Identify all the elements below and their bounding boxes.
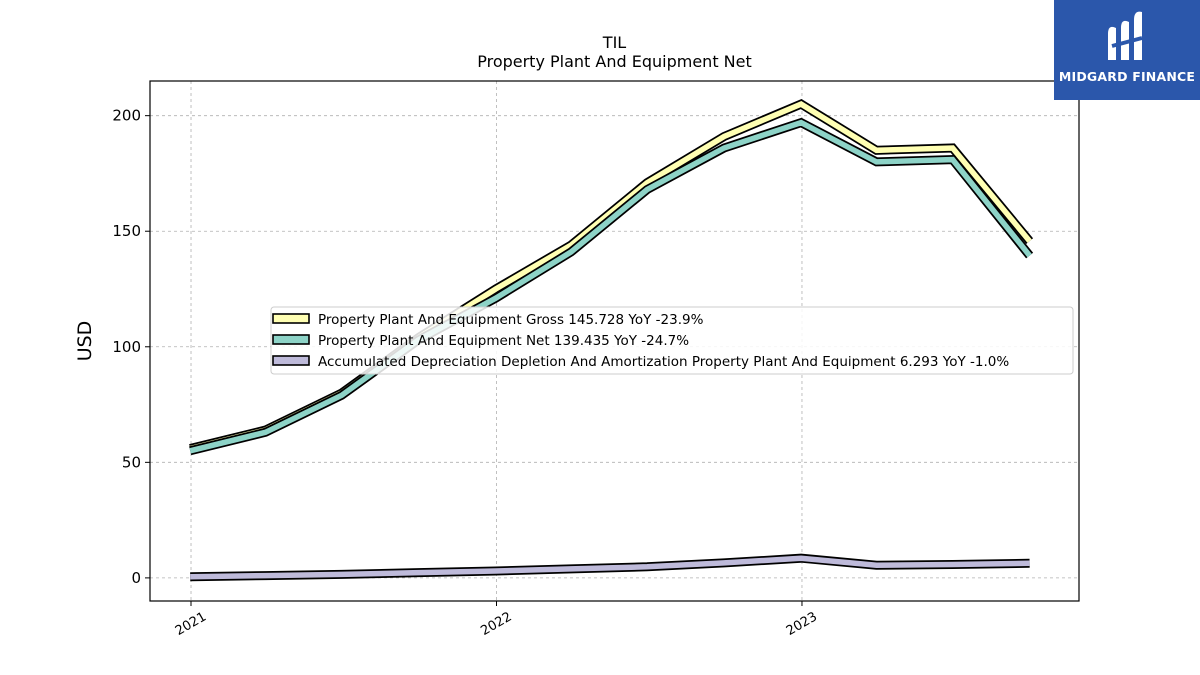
- logo-mark-icon: [1108, 11, 1143, 60]
- y-axis-label: USD: [74, 321, 96, 362]
- logo-text: MIDGARD FINANCE: [1058, 69, 1196, 84]
- legend-swatch: [272, 313, 310, 324]
- series-line: [189, 101, 1032, 452]
- legend: Property Plant And Equipment Gross 145.7…: [270, 306, 1074, 375]
- x-tick-label: 2021: [173, 609, 209, 639]
- legend-swatch: [272, 355, 310, 366]
- x-axis: 2021 2022 2023: [173, 601, 820, 639]
- y-tick-label: 50: [122, 453, 141, 471]
- legend-entry-label: Property Plant And Equipment Gross 145.7…: [318, 312, 704, 328]
- legend-box: [270, 306, 1074, 375]
- chart-title: TIL: [602, 33, 626, 52]
- series-layer: [189, 99, 1034, 582]
- y-axis: 0 50 100 150 200: [112, 107, 150, 587]
- brand-logo: MIDGARD FINANCE: [1054, 0, 1200, 100]
- y-tick-label: 200: [112, 107, 141, 125]
- series-outline: [189, 99, 1034, 453]
- y-tick-label: 150: [112, 222, 141, 240]
- x-tick-label: 2022: [478, 609, 514, 639]
- legend-swatch: [272, 334, 310, 345]
- x-tick-label: 2023: [784, 609, 820, 639]
- legend-entry-label: Property Plant And Equipment Net 139.435…: [318, 333, 689, 349]
- series-line: [189, 119, 1032, 454]
- series-line: [190, 555, 1030, 580]
- chart-subtitle: Property Plant And Equipment Net: [477, 52, 752, 71]
- plot-frame: [149, 80, 1080, 602]
- y-tick-label: 0: [131, 569, 141, 587]
- y-tick-label: 100: [112, 338, 141, 356]
- legend-entry-label: Accumulated Depreciation Depletion And A…: [318, 354, 1009, 370]
